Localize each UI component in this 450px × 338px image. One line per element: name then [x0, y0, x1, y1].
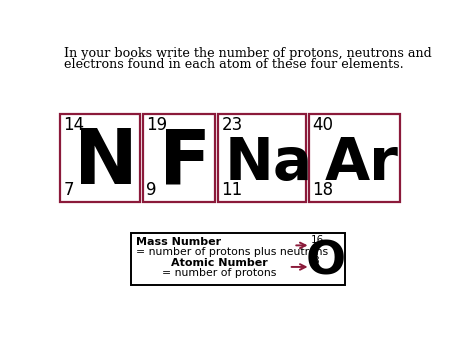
Text: 7: 7 — [63, 181, 74, 199]
Text: 18: 18 — [312, 181, 333, 199]
Text: 14: 14 — [63, 116, 84, 134]
Text: = number of protons plus neutrons: = number of protons plus neutrons — [136, 247, 328, 257]
Text: 11: 11 — [221, 181, 243, 199]
Bar — [309, 114, 400, 202]
Text: O: O — [306, 240, 346, 285]
Bar — [143, 114, 215, 202]
Text: In your books write the number of protons, neutrons and: In your books write the number of proton… — [64, 47, 432, 60]
Text: N: N — [75, 126, 138, 200]
Bar — [60, 114, 140, 202]
Text: electrons found in each atom of these four elements.: electrons found in each atom of these fo… — [64, 57, 404, 71]
Text: 19: 19 — [146, 116, 167, 134]
Text: 16: 16 — [311, 235, 324, 245]
Text: F: F — [159, 126, 211, 200]
Text: Atomic Number: Atomic Number — [171, 258, 268, 268]
Text: Ar: Ar — [325, 135, 399, 192]
Text: 8: 8 — [312, 256, 319, 266]
Text: Mass Number: Mass Number — [136, 237, 221, 247]
Text: 40: 40 — [312, 116, 333, 134]
Bar — [131, 233, 345, 285]
Text: 23: 23 — [221, 116, 243, 134]
Text: = number of protons: = number of protons — [162, 268, 277, 279]
Text: Na: Na — [225, 135, 313, 192]
Bar — [218, 114, 306, 202]
Text: 9: 9 — [146, 181, 157, 199]
